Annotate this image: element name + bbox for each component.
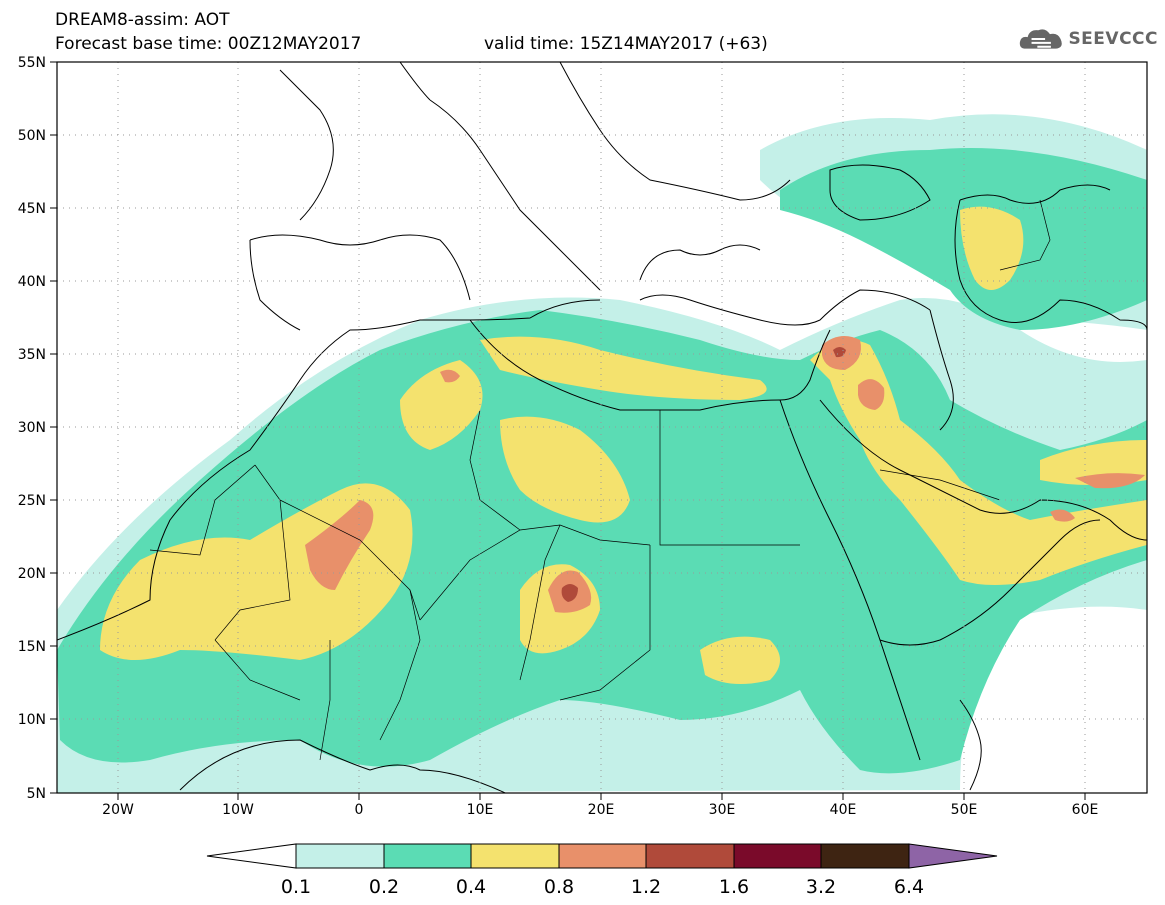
lat-label: 15N [18, 639, 46, 655]
lat-label: 35N [18, 347, 46, 363]
colorbar-label: 6.4 [894, 876, 924, 898]
colorbar-label: 3.2 [806, 876, 836, 898]
colorbar-label: 0.8 [544, 876, 574, 898]
colorbar: 0.1 0.2 0.4 0.8 1.2 1.6 3.2 6.4 [206, 843, 998, 898]
lon-label: 40E [830, 802, 857, 818]
colorbar-label: 0.1 [281, 876, 311, 898]
lat-label: 40N [18, 274, 46, 290]
colorbar-label: 0.4 [456, 876, 486, 898]
lon-label: 30E [709, 802, 736, 818]
colorbar-label: 1.6 [719, 876, 749, 898]
lon-label: 20E [588, 802, 615, 818]
aot-level-1.2 [561, 347, 846, 602]
colorbar-swatch [295, 843, 385, 869]
lat-label: 50N [18, 128, 46, 144]
lon-label: 10E [467, 802, 494, 818]
lon-label: 50E [951, 802, 978, 818]
aot-level-0.4 [100, 206, 1147, 684]
longitude-axis [117, 793, 1086, 800]
cloud-logo-icon [1019, 29, 1062, 49]
colorbar-swatch [383, 843, 472, 869]
colorbar-swatch [470, 843, 560, 869]
colorbar-swatch [820, 843, 910, 869]
lat-label: 10N [18, 712, 46, 728]
colorbar-swatch [645, 843, 735, 869]
country-borders [149, 199, 1051, 761]
colorbar-low-arrow [206, 843, 297, 869]
lat-label: 25N [18, 493, 46, 509]
coastlines [57, 62, 1147, 793]
valid-time: valid time: 15Z14MAY2017 (+63) [484, 34, 768, 54]
lat-label: 55N [18, 55, 46, 71]
colorbar-label: 1.2 [631, 876, 661, 898]
forecast-base-time: Forecast base time: 00Z12MAY2017 [55, 34, 362, 54]
seevccc-logo: SEEVCCC [1018, 24, 1158, 54]
colorbar-swatch [558, 843, 647, 869]
logo-text: SEEVCCC [1068, 29, 1158, 49]
lat-label: 30N [18, 420, 46, 436]
lon-label: 20W [102, 802, 134, 818]
latitude-axis [50, 61, 57, 794]
colorbar-swatch [733, 843, 822, 869]
lat-label: 45N [18, 201, 46, 217]
lon-label: 10W [222, 802, 254, 818]
lon-label: 60E [1072, 802, 1099, 818]
lon-label: 0 [355, 802, 364, 818]
lat-label: 20N [18, 566, 46, 582]
product-title: DREAM8-assim: AOT [55, 10, 230, 30]
colorbar-label: 0.2 [369, 876, 399, 898]
lat-label: 5N [27, 786, 46, 802]
colorbar-high-arrow [908, 843, 998, 869]
